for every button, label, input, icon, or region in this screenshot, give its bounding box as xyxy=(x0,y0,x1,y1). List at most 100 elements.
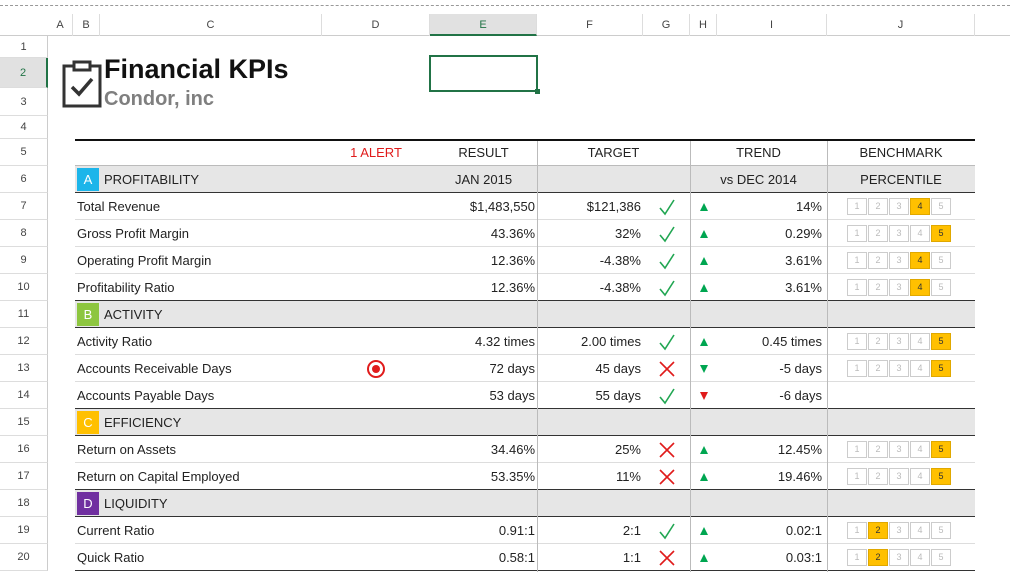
benchmark-box: 4 xyxy=(910,360,930,377)
benchmark-box: 5 xyxy=(931,360,951,377)
kpi-target: 11% xyxy=(615,469,641,484)
column-header[interactable]: A xyxy=(48,14,73,36)
kpi-change: -5 days xyxy=(779,361,822,376)
benchmark-box: 5 xyxy=(931,252,951,269)
trend-arrow xyxy=(700,203,708,211)
section-badge: B xyxy=(77,303,99,326)
benchmark-box: 2 xyxy=(868,522,888,539)
trend-arrow xyxy=(700,554,708,562)
row-header[interactable]: 2 xyxy=(0,58,48,88)
kpi-label: Accounts Payable Days xyxy=(77,388,215,403)
kpi-change: 12.45% xyxy=(777,442,822,457)
row-header[interactable]: 19 xyxy=(0,517,48,544)
kpi-target: 32% xyxy=(614,226,641,241)
fill-handle[interactable] xyxy=(535,89,540,94)
clipboard-icon xyxy=(62,60,102,108)
row-header[interactable]: 15 xyxy=(0,409,48,436)
kpi-result: 53 days xyxy=(489,388,535,403)
kpi-target: 2:1 xyxy=(622,523,641,538)
benchmark-box: 5 xyxy=(931,279,951,296)
section-badge: D xyxy=(77,492,99,515)
section-badge: C xyxy=(77,411,99,434)
benchmark-box: 3 xyxy=(889,468,909,485)
section-band xyxy=(75,166,975,193)
kpi-target: 55 days xyxy=(595,388,641,403)
period: JAN 2015 xyxy=(454,172,513,187)
row-header[interactable]: 1 xyxy=(0,36,48,58)
kpi-target: -4.38% xyxy=(599,253,641,268)
row-header[interactable]: 14 xyxy=(0,382,48,409)
trend-arrow xyxy=(700,446,708,454)
column-title: RESULT xyxy=(458,145,509,160)
benchmark-box: 4 xyxy=(910,522,930,539)
column-header[interactable]: E xyxy=(430,14,537,36)
benchmark-box: 1 xyxy=(847,252,867,269)
benchmark-box: 2 xyxy=(868,360,888,377)
title: Financial KPIs xyxy=(104,54,289,84)
row-header[interactable]: 18 xyxy=(0,490,48,517)
row-header[interactable]: 20 xyxy=(0,544,48,571)
benchmark-box: 1 xyxy=(847,333,867,350)
row-border xyxy=(75,192,975,193)
column-header[interactable]: I xyxy=(717,14,827,36)
section-band xyxy=(75,409,975,436)
row-header[interactable]: 6 xyxy=(0,166,48,193)
benchmark-box: 1 xyxy=(847,522,867,539)
benchmark-box: 2 xyxy=(868,198,888,215)
benchmark-box: 1 xyxy=(847,468,867,485)
benchmark-box: 3 xyxy=(889,225,909,242)
row-header[interactable]: 11 xyxy=(0,301,48,328)
benchmark-box: 5 xyxy=(931,333,951,350)
row-header[interactable]: 17 xyxy=(0,463,48,490)
row-header[interactable]: 5 xyxy=(0,139,48,166)
benchmark-box: 4 xyxy=(910,333,930,350)
trend-arrow xyxy=(700,257,708,265)
status-icon xyxy=(659,226,675,243)
column-header[interactable]: H xyxy=(690,14,717,36)
kpi-target: 25% xyxy=(614,442,641,457)
kpi-target: 45 days xyxy=(595,361,641,376)
kpi-change: 0.03:1 xyxy=(785,550,822,565)
status-icon xyxy=(659,469,675,485)
row-header[interactable]: 7 xyxy=(0,193,48,220)
kpi-change: 14% xyxy=(795,199,822,214)
row-header[interactable]: 3 xyxy=(0,88,48,116)
section-name: ACTIVITY xyxy=(104,307,163,322)
column-header[interactable]: J xyxy=(827,14,975,36)
row-header[interactable]: 9 xyxy=(0,247,48,274)
trend-arrow xyxy=(700,365,708,373)
period: PERCENTILE xyxy=(860,172,942,187)
kpi-change: -6 days xyxy=(779,388,822,403)
column-header[interactable]: B xyxy=(73,14,100,36)
benchmark-box: 4 xyxy=(910,279,930,296)
kpi-result: $1,483,550 xyxy=(469,199,535,214)
row-header[interactable]: 13 xyxy=(0,355,48,382)
benchmark-box: 4 xyxy=(910,252,930,269)
row-border xyxy=(75,273,975,274)
kpi-target: -4.38% xyxy=(599,280,641,295)
benchmark-box: 1 xyxy=(847,225,867,242)
row-border xyxy=(75,354,975,355)
benchmark-box: 2 xyxy=(868,252,888,269)
column-header[interactable]: G xyxy=(643,14,690,36)
column-header[interactable]: C xyxy=(100,14,322,36)
section-band xyxy=(75,490,975,517)
row-header[interactable]: 10 xyxy=(0,274,48,301)
kpi-change: 0.29% xyxy=(785,226,822,241)
selected-cell[interactable] xyxy=(429,55,538,92)
period: vs DEC 2014 xyxy=(720,172,797,187)
row-header[interactable]: 12 xyxy=(0,328,48,355)
trend-arrow xyxy=(700,338,708,346)
row-header[interactable]: 16 xyxy=(0,436,48,463)
row-header[interactable]: 4 xyxy=(0,116,48,139)
kpi-label: Quick Ratio xyxy=(77,550,145,565)
benchmark-box: 4 xyxy=(910,468,930,485)
row-header[interactable]: 8 xyxy=(0,220,48,247)
column-header[interactable]: D xyxy=(322,14,430,36)
status-icon xyxy=(659,253,675,270)
column-title: TARGET xyxy=(587,145,640,160)
status-icon xyxy=(659,550,675,566)
column-header[interactable]: F xyxy=(537,14,643,36)
row-border xyxy=(75,408,975,409)
row-border xyxy=(75,570,975,571)
